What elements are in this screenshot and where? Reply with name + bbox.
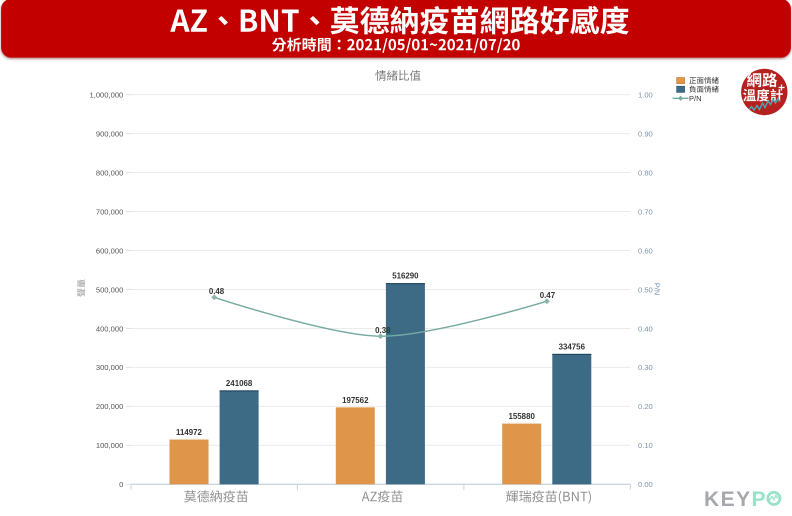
svg-text:0.60: 0.60 bbox=[638, 246, 653, 255]
svg-text:0.70: 0.70 bbox=[638, 207, 653, 216]
svg-text:241068: 241068 bbox=[226, 379, 253, 388]
svg-text:400,000: 400,000 bbox=[96, 324, 123, 333]
svg-text:0.90: 0.90 bbox=[638, 129, 653, 138]
svg-text:0.38: 0.38 bbox=[375, 326, 391, 335]
svg-text:0.10: 0.10 bbox=[638, 441, 653, 450]
svg-text:1,000,000: 1,000,000 bbox=[90, 90, 124, 99]
svg-text:114972: 114972 bbox=[176, 428, 203, 437]
svg-text:300,000: 300,000 bbox=[96, 363, 123, 372]
svg-text:800,000: 800,000 bbox=[96, 168, 123, 177]
svg-text:0.47: 0.47 bbox=[540, 291, 556, 300]
svg-text:700,000: 700,000 bbox=[96, 207, 123, 216]
svg-text:155880: 155880 bbox=[509, 412, 536, 421]
svg-text:197562: 197562 bbox=[342, 396, 369, 405]
svg-text:KEY: KEY bbox=[704, 488, 752, 511]
svg-text:P: P bbox=[752, 488, 766, 511]
svg-text:1.00: 1.00 bbox=[638, 90, 653, 99]
svg-text:516290: 516290 bbox=[392, 272, 419, 281]
svg-text:0.00: 0.00 bbox=[638, 480, 653, 489]
svg-text:P/N: P/N bbox=[653, 283, 662, 296]
svg-text:100,000: 100,000 bbox=[96, 441, 123, 450]
svg-text:200,000: 200,000 bbox=[96, 402, 123, 411]
svg-text:0.20: 0.20 bbox=[638, 402, 653, 411]
svg-text:600,000: 600,000 bbox=[96, 246, 123, 255]
svg-text:500,000: 500,000 bbox=[96, 285, 123, 294]
svg-text:0.40: 0.40 bbox=[638, 324, 653, 333]
svg-text:P/N: P/N bbox=[689, 94, 702, 103]
svg-text:334756: 334756 bbox=[559, 342, 586, 351]
svg-text:900,000: 900,000 bbox=[96, 129, 123, 138]
svg-text:0: 0 bbox=[119, 480, 123, 489]
svg-text:0.80: 0.80 bbox=[638, 168, 653, 177]
svg-text:0.48: 0.48 bbox=[209, 287, 225, 296]
svg-text:0.30: 0.30 bbox=[638, 363, 653, 372]
svg-text:0.50: 0.50 bbox=[638, 285, 653, 294]
